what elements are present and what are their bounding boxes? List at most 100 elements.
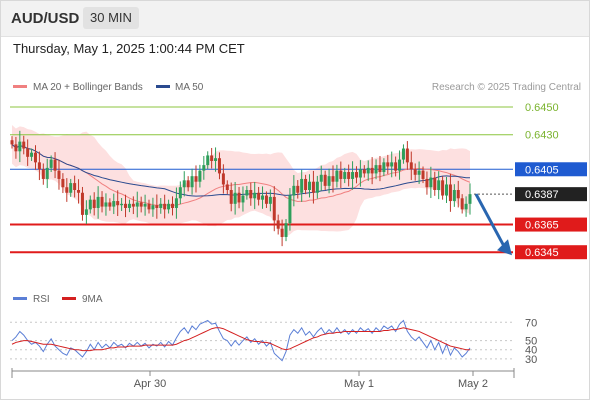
candle-body [210, 155, 214, 161]
candle-body [394, 162, 398, 171]
rsi-ma-line [11, 327, 470, 352]
ma20-legend-swatch [13, 85, 27, 88]
candle-body [441, 180, 445, 196]
candle-body [104, 202, 108, 207]
candle [331, 165, 335, 193]
candle-body [80, 192, 84, 215]
candle-body [382, 162, 386, 173]
candle [300, 169, 304, 202]
candle-body [272, 196, 276, 221]
candle-body [69, 183, 73, 193]
candle [14, 136, 18, 159]
candle [33, 145, 37, 170]
candle-body [225, 184, 229, 190]
candle-body [84, 209, 88, 215]
candle [276, 214, 280, 235]
candle-body [284, 223, 288, 237]
candle [437, 171, 441, 200]
candle [401, 144, 405, 164]
candle-body [253, 192, 257, 199]
ma50-legend-swatch [156, 85, 170, 88]
candle-body [77, 190, 81, 193]
candle [253, 181, 257, 210]
level-label-support-4: 0.6365 [525, 220, 559, 232]
candle-body [362, 169, 366, 174]
candle-body [190, 176, 194, 188]
candle-body [135, 202, 139, 207]
candle [237, 186, 241, 209]
candle-body [429, 177, 433, 188]
candle-body [30, 152, 34, 157]
level-badge-support [515, 217, 587, 232]
candle-body [433, 177, 437, 190]
header-bar: AUD/USD 30 MIN [0, 0, 590, 37]
candle [448, 173, 452, 212]
candle [10, 136, 14, 149]
candle-body [167, 203, 171, 210]
level-badge-pivot [515, 162, 587, 177]
candle [41, 163, 45, 185]
candle-body [194, 176, 198, 182]
candle [49, 155, 53, 173]
candle [198, 164, 202, 188]
candle [339, 161, 343, 189]
candle [323, 170, 327, 190]
candle [261, 186, 265, 209]
candle [221, 164, 225, 194]
candle [229, 182, 233, 212]
candle [127, 199, 131, 213]
candle [155, 194, 159, 219]
candle-body [237, 192, 241, 203]
candle [18, 130, 22, 163]
candle [69, 178, 73, 197]
timeframe-button[interactable]: 30 MIN [83, 7, 139, 29]
candle-body [120, 203, 124, 206]
candle [170, 196, 174, 216]
candle-body [315, 181, 319, 193]
level-label-resistance-0: 0.6450 [525, 102, 559, 114]
candle-body [452, 190, 456, 202]
candle-body [311, 181, 315, 193]
candle-body [296, 185, 300, 193]
candle [163, 194, 167, 219]
candle [186, 176, 190, 192]
candle [147, 199, 151, 214]
candle [433, 171, 437, 196]
candle [202, 155, 206, 180]
candle-body [343, 172, 347, 179]
candle-body [261, 195, 265, 200]
candle-body [10, 140, 14, 145]
candle-body [124, 203, 128, 208]
candle-body [131, 203, 135, 207]
ma50-line [11, 144, 471, 197]
candle [80, 186, 84, 221]
candle [65, 178, 69, 202]
candle-body [358, 169, 362, 178]
rsi-ma-legend-swatch [62, 297, 76, 300]
candle-body [417, 170, 421, 175]
candle [96, 186, 100, 219]
candle-body [421, 170, 425, 179]
candle [178, 181, 182, 205]
candle [327, 168, 331, 194]
rsi-tick-label: 40 [525, 345, 537, 357]
candle [405, 141, 409, 170]
candle-body [41, 169, 45, 179]
candle [182, 171, 186, 197]
candle-body [45, 167, 49, 179]
copyright-text: Research © 2025 Trading Central [432, 82, 581, 93]
candle-body [445, 184, 449, 196]
candle [358, 160, 362, 187]
candle-body [233, 192, 237, 204]
candle-body [370, 167, 374, 174]
candle [390, 151, 394, 178]
level-label-resistance-1: 0.6430 [525, 130, 559, 142]
candle-body [288, 195, 292, 224]
level-label-pivot-2: 0.6405 [525, 164, 559, 176]
candle [135, 191, 139, 218]
candle-body [249, 190, 253, 199]
candle-body [401, 148, 405, 160]
candle [445, 177, 449, 203]
